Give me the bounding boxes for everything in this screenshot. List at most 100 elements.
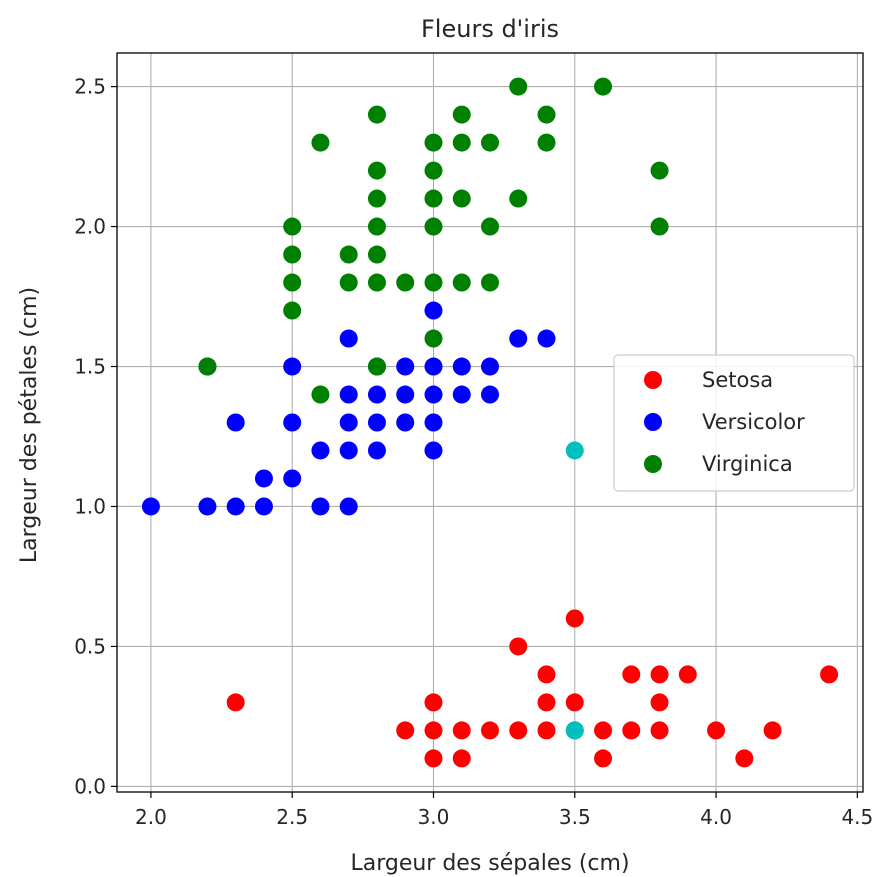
versicolor-point <box>481 385 499 404</box>
setosa-point <box>622 721 641 740</box>
setosa-point <box>424 693 443 712</box>
setosa-point <box>565 609 584 628</box>
virginica-point <box>452 189 471 208</box>
setosa-point <box>452 749 471 768</box>
virginica-point <box>367 105 386 124</box>
legend-label-virginica: Virginica <box>702 452 793 476</box>
versicolor-point <box>311 497 330 516</box>
versicolor-point <box>339 413 358 432</box>
versicolor-point <box>424 385 443 404</box>
virginica-point <box>537 133 556 152</box>
y-tick-label: 2.5 <box>74 75 106 99</box>
y-axis-label: Largeur des pétales (cm) <box>17 287 42 563</box>
virginica-point <box>452 273 471 292</box>
setosa-point <box>537 665 556 684</box>
versicolor-point <box>226 413 245 432</box>
virginica-point <box>367 217 386 236</box>
setosa-point <box>226 693 245 712</box>
virginica-point <box>283 217 302 236</box>
x-tick-label: 3.0 <box>418 805 450 829</box>
x-tick-label: 2.0 <box>135 805 167 829</box>
virginica-point <box>424 329 443 348</box>
virginica-point <box>481 217 499 236</box>
virginica-point <box>424 189 443 208</box>
virginica-point <box>283 301 302 320</box>
x-tick-label: 2.5 <box>276 805 308 829</box>
setosa-point <box>537 721 556 740</box>
versicolor-point <box>452 357 471 376</box>
versicolor-point <box>367 413 386 432</box>
x-axis-label: Largeur des sépales (cm) <box>350 851 629 876</box>
versicolor-point <box>396 357 415 376</box>
setosa-point <box>481 721 499 740</box>
versicolor-point <box>141 497 160 516</box>
versicolor-point <box>424 413 443 432</box>
setosa-point <box>452 721 471 740</box>
setosa-point <box>763 721 782 740</box>
versicolor-point <box>339 385 358 404</box>
versicolor-point <box>424 301 443 320</box>
x-tick-label: 4.0 <box>700 805 732 829</box>
versicolor-point <box>424 441 443 460</box>
plot-frame <box>116 52 864 793</box>
setosa-point <box>650 693 669 712</box>
versicolor-point <box>283 413 302 432</box>
virginica-point <box>424 133 443 152</box>
setosa-point <box>594 749 613 768</box>
virginica-point <box>509 189 528 208</box>
y-tick-label: 0.0 <box>74 774 106 798</box>
versicolor-point <box>339 497 358 516</box>
virginica-point <box>424 273 443 292</box>
virginica-point <box>481 273 499 292</box>
virginica-point <box>396 273 415 292</box>
versicolor-point <box>367 441 386 460</box>
virginica-point <box>452 105 471 124</box>
setosa-point <box>509 721 528 740</box>
virginica-point <box>452 133 471 152</box>
setosa-point <box>650 665 669 684</box>
versicolor-point <box>424 357 443 376</box>
versicolor-point <box>509 329 528 348</box>
virginica-point <box>311 133 330 152</box>
highlight-point <box>565 441 584 460</box>
versicolor-point <box>311 441 330 460</box>
legend-label-versicolor: Versicolor <box>702 410 805 434</box>
versicolor-point <box>396 413 415 432</box>
legend-label-setosa: Setosa <box>702 368 773 392</box>
versicolor-point <box>367 385 386 404</box>
setosa-point <box>678 665 697 684</box>
versicolor-point <box>254 469 273 488</box>
legend-box <box>613 354 855 492</box>
virginica-point <box>481 133 499 152</box>
legend: Setosa Versicolor Virginica <box>613 354 855 492</box>
virginica-point <box>339 245 358 264</box>
virginica-point <box>367 273 386 292</box>
virginica-point <box>424 217 443 236</box>
setosa-point <box>622 665 641 684</box>
y-tick-label: 1.0 <box>74 494 106 518</box>
chart-title: Fleurs d'iris <box>421 15 559 43</box>
setosa-point <box>565 693 584 712</box>
virginica-point <box>594 77 613 96</box>
setosa-point <box>820 665 839 684</box>
legend-marker-versicolor <box>644 413 662 431</box>
x-tick-label: 4.5 <box>841 805 873 829</box>
setosa-point <box>707 721 726 740</box>
virginica-point <box>509 77 528 96</box>
data-points <box>141 77 839 768</box>
y-tick-label: 1.5 <box>74 355 106 379</box>
setosa-point <box>735 749 754 768</box>
versicolor-point <box>254 497 273 516</box>
setosa-point <box>396 721 415 740</box>
versicolor-point <box>396 385 415 404</box>
versicolor-point <box>226 497 245 516</box>
setosa-point <box>537 693 556 712</box>
legend-marker-virginica <box>644 455 662 473</box>
setosa-point <box>424 721 443 740</box>
virginica-point <box>367 357 386 376</box>
highlight-point <box>565 721 584 740</box>
versicolor-point <box>339 441 358 460</box>
versicolor-point <box>452 385 471 404</box>
x-tick-label: 3.5 <box>559 805 591 829</box>
